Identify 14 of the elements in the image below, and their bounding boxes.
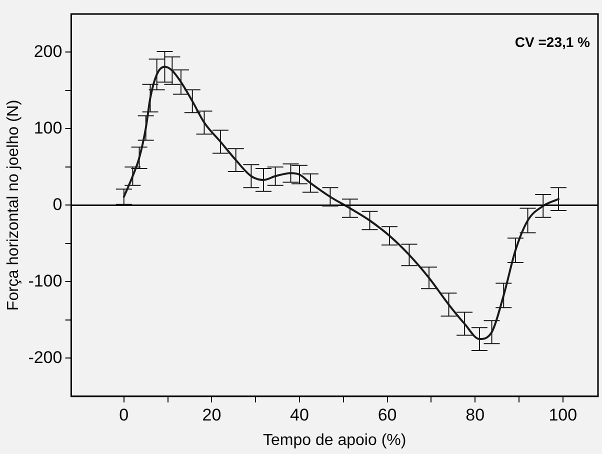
- y-axis-title: Força horizontal no joelho (N): [5, 100, 22, 311]
- x-tick-label: 100: [548, 405, 578, 424]
- x-tick-label: 80: [466, 405, 485, 424]
- x-tick-label: 40: [290, 405, 309, 424]
- y-tick-label: 200: [34, 42, 62, 61]
- x-axis-title: Tempo de apoio (%): [263, 432, 406, 449]
- y-tick-label: -200: [28, 348, 62, 367]
- x-tick-label: 0: [119, 405, 129, 424]
- annotation: CV =23,1 %: [514, 34, 591, 50]
- x-tick-label: 60: [378, 405, 397, 424]
- x-tick-label: 20: [202, 405, 222, 424]
- y-tick-label: 100: [34, 118, 62, 138]
- y-tick-label: -100: [28, 271, 62, 290]
- y-tick-label: 0: [52, 194, 62, 214]
